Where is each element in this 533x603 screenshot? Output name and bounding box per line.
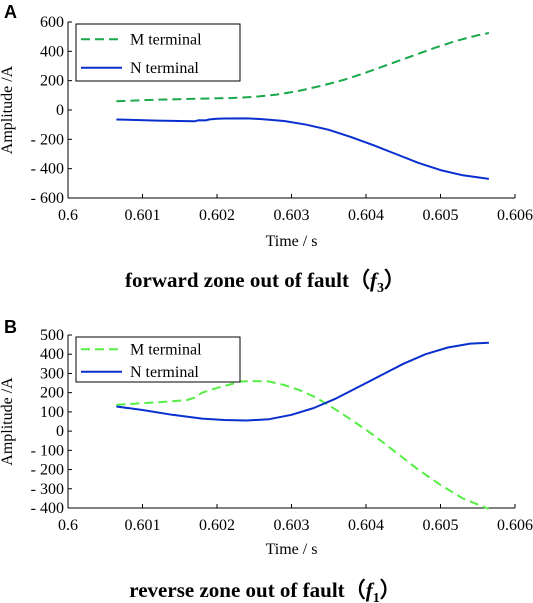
y-tick-label: - 200: [31, 462, 64, 479]
x-tick-label: 0.604: [348, 517, 384, 534]
y-tick-label: - 100: [31, 442, 64, 459]
panel-label: A: [4, 2, 17, 22]
y-tick-label: 400: [40, 346, 64, 363]
x-tick-label: 0.605: [423, 517, 459, 534]
series-line-n-terminal: [116, 117, 490, 180]
x-tick-label: 0.602: [199, 207, 235, 224]
panel-caption: forward zone out of fault（f3）: [125, 268, 405, 296]
x-tick-label: 0.605: [423, 207, 459, 224]
x-tick-label: 0.6: [58, 517, 78, 534]
legend-box: [75, 336, 241, 383]
y-tick-label: - 400: [31, 500, 64, 517]
x-tick-label: 0.6: [58, 207, 78, 224]
y-tick-label: - 600: [31, 190, 64, 207]
chart-panel-A: A 0.6 0.601 0.602 0.603 0.604 0.605 0.606 600 400…: [0, 2, 533, 296]
x-tick-label: 0.602: [199, 517, 235, 534]
legend-entry: M terminal: [130, 31, 202, 48]
y-tick-label: 100: [40, 404, 64, 421]
y-tick-label: - 200: [31, 131, 64, 148]
y-tick-label: 0: [56, 102, 64, 119]
x-axis-title: Time / s: [266, 541, 318, 558]
y-tick-label: - 400: [31, 161, 64, 178]
panel-caption: reverse zone out of fault（f1）: [129, 578, 400, 603]
x-tick-label: 0.603: [274, 517, 310, 534]
y-tick-label: 200: [40, 73, 64, 90]
x-tick-label: 0.601: [125, 207, 161, 224]
y-tick-label: 200: [40, 385, 64, 402]
y-axis-title: Amplitude /A: [0, 377, 16, 466]
legend-box: [75, 23, 241, 82]
x-tick-label: 0.604: [348, 207, 384, 224]
legend: M terminal N terminal: [75, 23, 241, 82]
legend-entry: N terminal: [130, 60, 199, 77]
y-tick-label: 600: [40, 14, 64, 31]
series-line-m-terminal: [116, 32, 490, 103]
legend-entry: M terminal: [130, 341, 202, 358]
y-tick-label: - 300: [31, 481, 64, 498]
x-tick-label: 0.606: [497, 517, 533, 534]
legend: M terminal N terminal: [75, 336, 241, 383]
x-tick-label: 0.601: [125, 517, 161, 534]
y-tick-label: 500: [40, 327, 64, 344]
legend-entry: N terminal: [130, 364, 199, 381]
y-tick-label: 400: [40, 43, 64, 60]
chart-panel-B: B 0.6 0.601 0.602 0.603 0.604 0.605 0.606 500 400…: [0, 317, 533, 603]
x-axis-title: Time / s: [266, 233, 318, 250]
y-tick-label: 0: [56, 423, 64, 440]
x-tick-label: 0.606: [497, 207, 533, 224]
y-tick-label: 300: [40, 365, 64, 382]
panel-label: B: [4, 317, 17, 337]
series-line-m-terminal: [116, 380, 490, 510]
x-tick-label: 0.603: [274, 207, 310, 224]
y-axis-title: Amplitude /A: [0, 65, 16, 154]
series-line-n-terminal: [116, 341, 489, 422]
